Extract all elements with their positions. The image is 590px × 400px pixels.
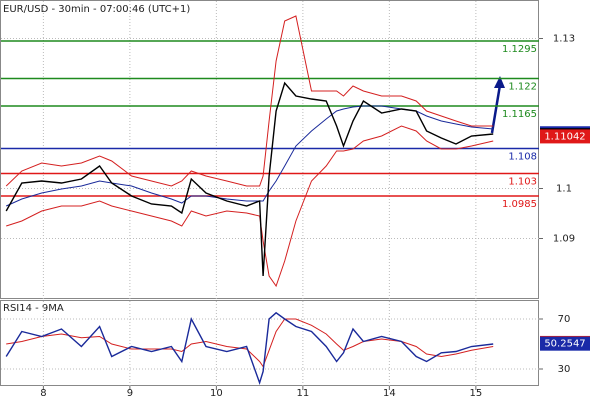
chart-title: EUR/USD - 30min - 07:00:46 (UTC+1)	[3, 4, 190, 15]
level-label: 1.103	[508, 177, 537, 188]
y-tick-label: 1.09	[553, 234, 575, 245]
rsi-title: RSI14 - 9MA	[3, 303, 64, 314]
price-tag-label: 1.11042	[544, 131, 585, 142]
x-tick-label: 9	[127, 388, 133, 399]
series-line	[6, 318, 494, 368]
y-tick-label: 70	[558, 314, 571, 325]
series-line	[5, 105, 494, 207]
price-tag	[540, 129, 590, 144]
forecast-arrowhead	[494, 76, 505, 88]
x-tick-label: 11	[297, 388, 310, 399]
y-tick-label: 30	[558, 364, 571, 375]
x-tick-label: 15	[469, 388, 482, 399]
y-tick-label: 1.13	[553, 34, 575, 45]
series-line	[5, 311, 494, 386]
level-label: 1.1165	[502, 109, 537, 120]
level-label: 1.1295	[502, 44, 537, 55]
series-line	[6, 125, 494, 288]
x-tick-label: 14	[383, 388, 396, 399]
x-tick-label: 10	[210, 388, 223, 399]
price-frame	[0, 0, 539, 299]
series-line	[5, 15, 494, 187]
x-tick-label: 8	[40, 388, 46, 399]
level-label: 1.0985	[502, 199, 537, 210]
price-tag	[540, 336, 590, 351]
y-tick-label: 1.1	[556, 184, 572, 195]
forecast-arrow	[490, 84, 502, 134]
series-line	[5, 81, 494, 277]
price-tag-label: 50.2547	[544, 339, 585, 350]
rsi-frame	[0, 300, 539, 386]
level-label: 1.108	[508, 152, 537, 163]
level-label: 1.122	[508, 82, 537, 93]
